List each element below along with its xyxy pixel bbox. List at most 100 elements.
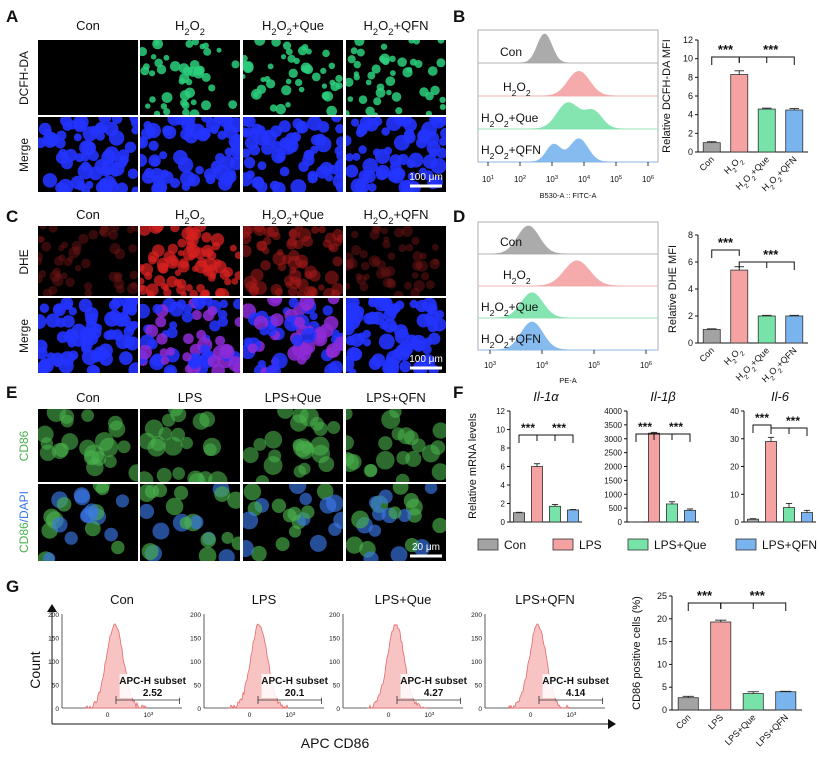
cell xyxy=(391,92,402,102)
cell xyxy=(359,250,368,259)
cell xyxy=(346,335,356,346)
cell xyxy=(386,89,392,96)
cell xyxy=(347,55,356,64)
cell xyxy=(233,298,240,310)
cell xyxy=(429,148,438,158)
cell xyxy=(439,103,446,111)
cell xyxy=(353,60,362,69)
cell xyxy=(436,58,446,68)
label-part: 2 xyxy=(271,27,276,37)
cell xyxy=(398,508,412,523)
cell xyxy=(231,536,240,551)
label-part: 10 xyxy=(566,712,574,719)
legend-swatch-1 xyxy=(552,538,574,551)
panel-g-yaxis-label: Count xyxy=(27,651,43,688)
panel-b-flow-histogram-1 xyxy=(478,70,658,97)
cell xyxy=(220,343,233,356)
legend-label-1: LPS xyxy=(579,538,602,552)
panel-letter-c: C xyxy=(6,207,18,226)
label-part: 3 xyxy=(574,711,577,716)
cell xyxy=(288,525,302,538)
cell xyxy=(56,331,69,343)
cell xyxy=(219,299,229,309)
cell xyxy=(59,409,75,424)
panel-letter-g: G xyxy=(6,577,19,596)
bar-1 xyxy=(730,269,749,344)
cell xyxy=(267,63,274,70)
cell xyxy=(140,503,155,520)
label-part: 2 xyxy=(388,216,393,226)
cell xyxy=(243,244,252,258)
label-part: 2 xyxy=(731,357,739,365)
panel-g-hist-ytick: 100 xyxy=(190,659,201,666)
cell xyxy=(336,136,343,148)
label-part: O xyxy=(494,300,503,314)
cell xyxy=(54,137,66,149)
cell xyxy=(295,440,315,460)
cell xyxy=(178,258,189,269)
panel-b-flow-label-que: H2O2+Que xyxy=(481,111,539,129)
label-part: 2 xyxy=(504,119,509,129)
panel-d-flow-label-con: Con xyxy=(500,235,522,249)
label-part: +Que xyxy=(292,18,324,33)
cell xyxy=(407,171,417,181)
cell xyxy=(152,303,163,314)
cell xyxy=(147,338,158,350)
label-part: 2 xyxy=(769,374,777,382)
label-part: 2 xyxy=(504,151,509,161)
cell xyxy=(224,278,232,286)
cell xyxy=(299,492,312,506)
panel-d-flow-histogram-0 xyxy=(478,225,658,255)
label-part: 10 xyxy=(588,361,597,370)
cell xyxy=(209,320,221,332)
panel-c-dhe-tile-1 xyxy=(140,226,240,296)
cell xyxy=(211,363,225,373)
cell xyxy=(335,180,343,192)
cell xyxy=(298,86,305,93)
cell xyxy=(425,280,435,290)
panel-g-subset-value: 20.1 xyxy=(285,688,305,699)
panel-d-flow-histogram-3 xyxy=(478,321,658,351)
cell xyxy=(192,265,199,272)
panel-c-column-label: H2O2+QFN xyxy=(364,207,429,226)
cell xyxy=(38,367,48,373)
cell xyxy=(375,268,387,279)
cell xyxy=(371,226,382,234)
y-tick-label: 0 xyxy=(501,518,506,527)
cell xyxy=(153,180,168,192)
panel-b-flow-label-qfn: H2O2+QFN xyxy=(481,143,541,161)
y-tick-label: 8 xyxy=(688,230,693,240)
cell xyxy=(412,40,420,45)
y-tick-label: 10 xyxy=(730,490,739,499)
cell xyxy=(331,117,342,123)
cell xyxy=(163,288,172,296)
panel-g-hist-xtick: 103 xyxy=(285,711,295,720)
panel-g-histogram-0 xyxy=(85,623,147,709)
panel-g-subset-label: APC-H subset xyxy=(119,676,186,687)
cell xyxy=(427,66,438,76)
cell xyxy=(208,84,216,92)
cell xyxy=(68,307,77,316)
panel-g-hist-ytick: 150 xyxy=(48,636,59,643)
cell xyxy=(231,60,240,69)
panel-c-merge-tile-3 xyxy=(346,298,446,373)
bar-0 xyxy=(702,142,721,153)
cell xyxy=(166,275,178,288)
cell xyxy=(416,313,431,328)
cell xyxy=(148,251,160,263)
category-label: Con xyxy=(697,345,716,364)
cell xyxy=(95,122,105,133)
cell xyxy=(46,352,56,361)
cell xyxy=(439,96,446,104)
label-part: 3 xyxy=(432,711,435,716)
y-tick-label: 4000 xyxy=(604,407,622,416)
sig-label: *** xyxy=(763,42,779,57)
cell xyxy=(94,432,114,452)
cell xyxy=(217,316,229,327)
label-part: H xyxy=(734,180,746,192)
cell xyxy=(389,409,402,419)
panel-d-flow-label-h2o2: H2O2 xyxy=(503,268,531,286)
label-part: LPS xyxy=(706,712,725,731)
